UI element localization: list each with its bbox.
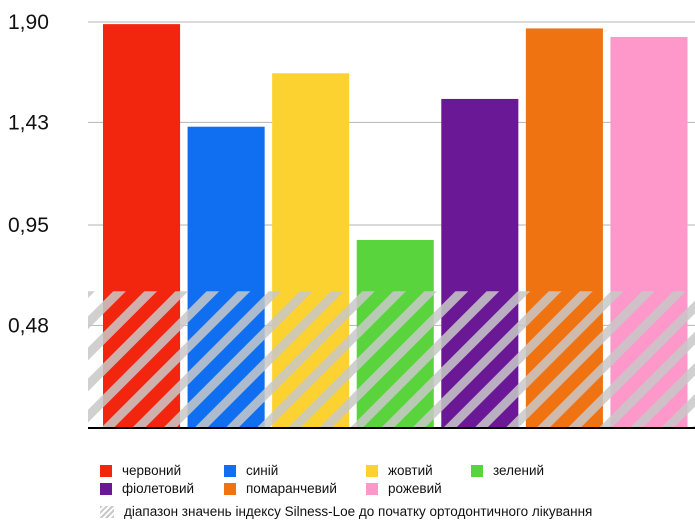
legend-item-band: діапазон значень індексу Silness-Loe до … (100, 504, 592, 519)
legend-label-3: зелений (493, 463, 545, 478)
legend-swatch-0 (100, 464, 112, 477)
legend-swatch-5 (224, 482, 236, 495)
legend-item-6: рожевий (366, 481, 442, 496)
legend-item-5: помаранчевий (224, 481, 337, 496)
y-tick-label-3: 1,90 (8, 11, 49, 34)
legend-label-2: жовтий (388, 463, 433, 478)
legend-item-3: зелений (471, 463, 544, 478)
y-tick-label-0: 0,48 (8, 314, 49, 337)
legend-item-4: фіолетовий (100, 481, 194, 496)
range-band (88, 291, 695, 428)
legend-label-1: синій (246, 463, 279, 478)
legend-item-2: жовтий (366, 463, 433, 478)
legend-label-0: червоний (122, 463, 182, 478)
legend-swatch-3 (471, 464, 483, 477)
legend-label-band: діапазон значень індексу Silness-Loe до … (124, 504, 593, 519)
legend-swatch-2 (366, 464, 378, 477)
legend-swatch-4 (100, 482, 112, 495)
legend-label-6: рожевий (388, 481, 442, 496)
legend-label-5: помаранчевий (246, 481, 337, 496)
legend-swatch-6 (366, 482, 378, 495)
legend-label-4: фіолетовий (122, 481, 195, 496)
legend-item-0: червоний (100, 463, 181, 478)
legend-item-1: синій (224, 463, 278, 478)
y-tick-label-2: 1,43 (8, 111, 49, 134)
legend: червоний синій жовтий зелений фіолетовий… (100, 460, 690, 520)
y-tick-label-1: 0,95 (8, 214, 49, 237)
legend-swatch-band (100, 505, 114, 518)
legend-swatch-1 (224, 464, 236, 477)
